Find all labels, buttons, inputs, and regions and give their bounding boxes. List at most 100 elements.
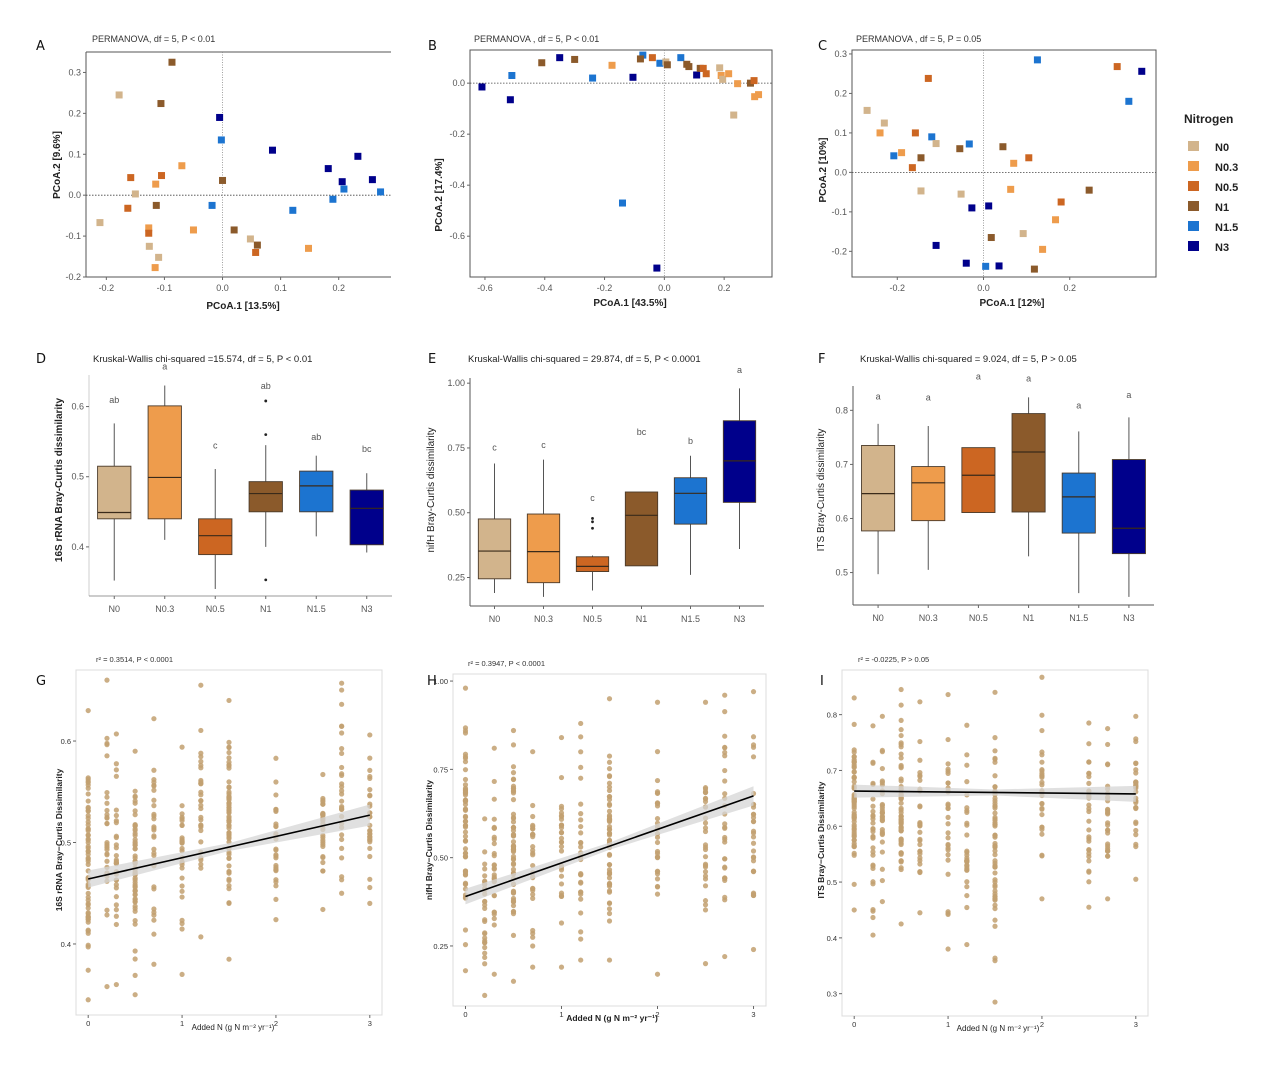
panel-c-point-N0_5 bbox=[1057, 198, 1065, 206]
panel-g-point bbox=[367, 828, 373, 834]
panel-i-point bbox=[964, 879, 970, 885]
panel-g-point bbox=[226, 825, 232, 831]
panel-g-point bbox=[151, 886, 157, 892]
panel-g-point bbox=[104, 841, 110, 848]
panel-h-point bbox=[606, 910, 613, 917]
panel-g-point bbox=[85, 917, 91, 923]
panel-g-point bbox=[273, 883, 279, 889]
panel-g-point bbox=[320, 813, 326, 819]
panel-g-point bbox=[151, 797, 157, 803]
panel-g-point bbox=[320, 859, 326, 866]
panel-i-point bbox=[851, 721, 857, 727]
panel-h-point bbox=[510, 903, 517, 909]
panel-g-point bbox=[339, 781, 345, 787]
panel-h-point bbox=[482, 930, 488, 936]
panel-i-point bbox=[917, 861, 923, 867]
panel-g-point bbox=[198, 802, 204, 808]
panel-c-point-N0_3 bbox=[876, 129, 884, 137]
panel-h-point bbox=[491, 778, 497, 785]
panel-g-point bbox=[226, 956, 232, 962]
panel-g-point bbox=[85, 927, 91, 933]
panel-i-point bbox=[851, 759, 857, 765]
panel-i-point bbox=[945, 691, 951, 698]
panel-i-point bbox=[1133, 832, 1139, 838]
panel-a-ytick-label: 0.0 bbox=[68, 190, 81, 200]
panel-h-point bbox=[462, 868, 469, 874]
panel-h-point bbox=[558, 812, 565, 819]
panel-a-point-N1 bbox=[168, 58, 176, 66]
panel-h-point bbox=[482, 898, 488, 904]
panel-d-ytick-label: 0.5 bbox=[71, 472, 84, 482]
panel-a-ylabel: PCoA.2 [9.6%] bbox=[52, 131, 63, 199]
panel-i-point bbox=[898, 850, 904, 856]
panel-h-point bbox=[702, 825, 709, 831]
panel-i-frame bbox=[841, 669, 1149, 1017]
panel-i-point bbox=[1133, 819, 1139, 825]
legend-swatch-N1_5 bbox=[1188, 221, 1199, 231]
panel-c-point-N1_5 bbox=[982, 262, 990, 270]
panel-h-point bbox=[654, 699, 661, 705]
panel-i-point bbox=[1086, 818, 1092, 824]
panel-h-point bbox=[654, 891, 661, 897]
panel-c-xtick-label: 0.0 bbox=[977, 283, 990, 293]
panel-i-point bbox=[992, 735, 998, 741]
panel-g-xtick-label: 3 bbox=[368, 1019, 372, 1028]
panel-b-point-N1 bbox=[571, 55, 579, 63]
panel-h-point bbox=[702, 854, 709, 860]
panel-h-point bbox=[750, 734, 757, 740]
panel-c-ytick-label: 0.0 bbox=[834, 167, 847, 177]
panel-h-point bbox=[491, 971, 497, 977]
panel-g-point bbox=[132, 800, 138, 806]
panel-h-point bbox=[462, 685, 469, 691]
panel-g-point bbox=[104, 677, 110, 683]
panel-h-point bbox=[578, 957, 584, 963]
panel-g-point bbox=[226, 800, 232, 806]
panel-h-point bbox=[722, 856, 728, 862]
panel-g-point bbox=[85, 944, 91, 950]
panel-g-point bbox=[179, 822, 185, 828]
panel-g-point bbox=[113, 921, 119, 928]
panel-g-point bbox=[339, 877, 345, 883]
panel-h-point bbox=[510, 932, 517, 938]
panel-g-point bbox=[339, 845, 345, 852]
panel-i-point bbox=[851, 754, 857, 760]
panel-i-point bbox=[870, 723, 876, 729]
panel-i-point bbox=[898, 717, 904, 724]
legend-swatch-N1 bbox=[1188, 201, 1199, 211]
panel-g-point bbox=[179, 811, 185, 817]
panel-b-point-N0_3 bbox=[717, 72, 725, 80]
panel-a-point-N3 bbox=[354, 152, 362, 160]
panel-c-plot-area: -0.2 -0.1 0.0 0.1 0.2 0.3 -0.2 0.0 0.2 bbox=[831, 49, 1157, 293]
panel-g-point bbox=[132, 875, 138, 881]
panel-i-point bbox=[898, 821, 904, 827]
panel-h-point bbox=[462, 790, 469, 796]
panel-i-point bbox=[917, 699, 923, 705]
panel-c-ytick-label: -0.2 bbox=[831, 246, 847, 256]
panel-a-ytick-label: 0.1 bbox=[68, 149, 81, 159]
panel-i-point bbox=[1039, 831, 1045, 837]
panel-i-point bbox=[945, 911, 951, 917]
panel-i-point bbox=[1086, 836, 1092, 842]
panel-h-point bbox=[654, 850, 661, 856]
panel-g-point bbox=[320, 906, 326, 913]
panel-g-point bbox=[339, 723, 345, 729]
panel-g-point bbox=[104, 983, 110, 990]
panel-h-point bbox=[606, 900, 613, 906]
panel-i-point bbox=[964, 832, 970, 838]
panel-e-box-N1 bbox=[624, 491, 659, 567]
panel-h-xtick-label: 2 bbox=[655, 1010, 659, 1019]
panel-h-point bbox=[530, 850, 536, 856]
panel-h-point bbox=[702, 699, 709, 705]
panel-i-point bbox=[945, 805, 951, 811]
panel-g-point bbox=[367, 839, 373, 845]
panel-g-point bbox=[85, 851, 91, 857]
panel-g-point bbox=[273, 847, 279, 853]
panel-b-point-N0 bbox=[730, 111, 738, 119]
panel-g-point bbox=[151, 917, 157, 923]
panel-letter-a: A bbox=[36, 39, 45, 54]
panel-a-point-N0_3 bbox=[178, 162, 186, 170]
panel-c-title: PERMANOVA , df = 5, P = 0.05 bbox=[856, 34, 981, 44]
panel-i-point bbox=[870, 796, 876, 802]
panel-i-point bbox=[992, 882, 998, 888]
panel-i-point bbox=[992, 784, 998, 790]
